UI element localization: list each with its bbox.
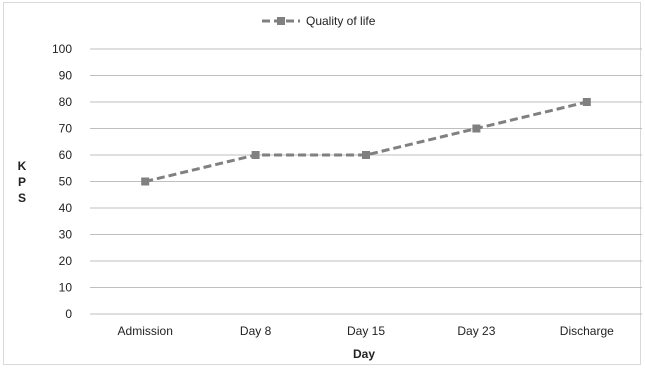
data-point-day-8 <box>251 151 260 159</box>
data-point-day-23 <box>472 124 481 133</box>
series-line-quality-of-life <box>144 100 588 183</box>
y-tick-label-70: 70 <box>59 122 73 136</box>
x-tick-label-admission: Admission <box>118 324 173 338</box>
y-tick-label-40: 40 <box>59 201 73 215</box>
legend-marker <box>277 17 285 25</box>
y-tick-label-90: 90 <box>59 69 73 83</box>
y-tick-label-30: 30 <box>59 228 73 242</box>
data-point-day-15 <box>362 151 370 159</box>
y-tick-label-80: 80 <box>59 95 73 109</box>
y-tick-label-20: 20 <box>59 254 73 268</box>
series-quality-of-life <box>141 98 591 186</box>
y-tick-label-0: 0 <box>65 307 72 321</box>
y-axis-title-letter-p: P <box>18 175 26 189</box>
gridlines <box>90 48 642 315</box>
y-tick-label-100: 100 <box>52 42 72 56</box>
legend-label: Quality of life <box>306 14 376 28</box>
y-tick-label-10: 10 <box>59 281 73 295</box>
y-axis-title-letter-k: K <box>18 159 27 173</box>
x-tick-label-day-8: Day 8 <box>240 324 272 338</box>
x-axis-title: Day <box>353 347 375 361</box>
x-tick-label-day-23: Day 23 <box>457 324 495 338</box>
y-tick-label-60: 60 <box>59 148 73 162</box>
data-point-discharge <box>582 98 591 106</box>
y-tick-label-50: 50 <box>59 175 73 189</box>
data-point-admission <box>141 177 150 186</box>
y-axis-title: K P S <box>18 159 27 205</box>
chart-frame <box>3 2 641 365</box>
legend: Quality of life <box>262 14 376 28</box>
x-tick-label-day-15: Day 15 <box>347 324 385 338</box>
y-axis-ticks: 0 10 20 30 40 50 60 70 80 90 100 <box>52 42 72 321</box>
x-tick-label-discharge: Discharge <box>560 324 614 338</box>
y-axis-title-letter-s: S <box>18 191 26 205</box>
x-axis-ticks: Admission Day 8 Day 15 Day 23 Discharge <box>118 324 615 338</box>
